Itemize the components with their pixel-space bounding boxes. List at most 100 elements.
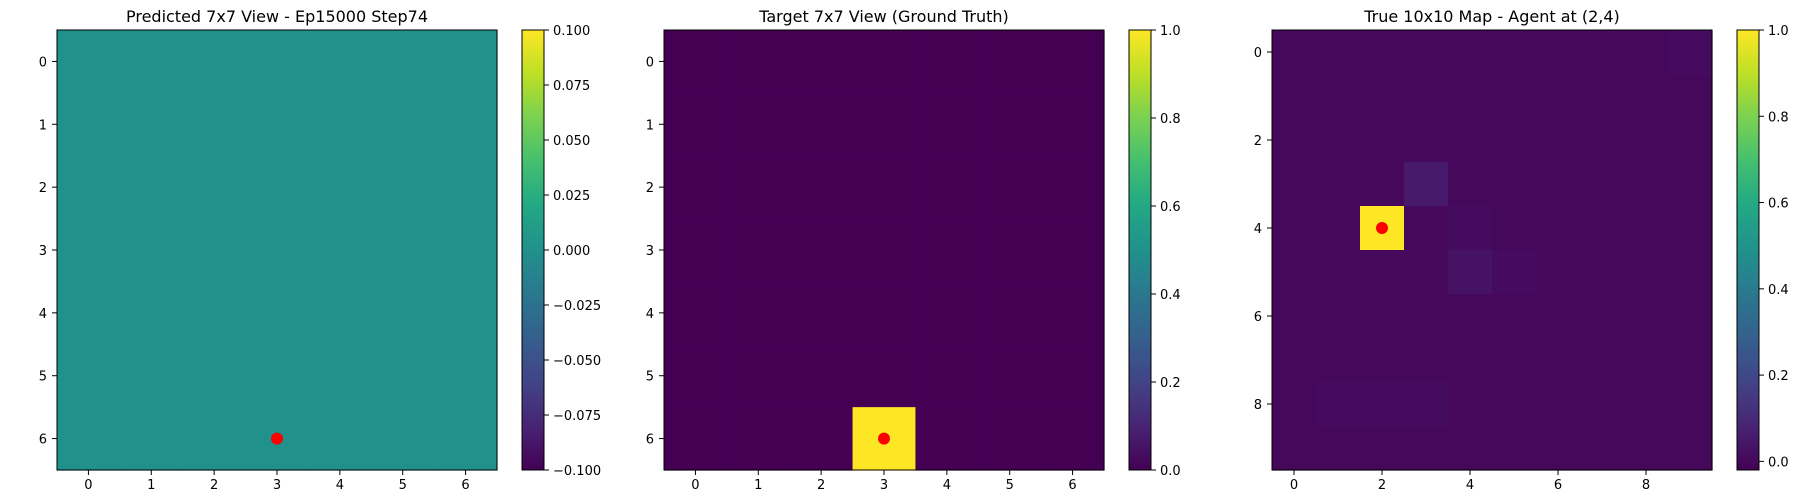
colorbar-gradient (1129, 30, 1151, 470)
heatmap-cell (119, 344, 184, 408)
heatmap-cell (182, 344, 247, 408)
x-tick-label: 0 (691, 478, 699, 493)
colorbar-frame (1128, 29, 1152, 471)
heatmap-cell (1580, 206, 1625, 251)
colorbar-gradient (522, 30, 544, 470)
colorbar-tick-label: 0.075 (553, 79, 590, 94)
heatmap-cell (1360, 118, 1405, 163)
heatmap-cell (1448, 118, 1493, 163)
heatmap-cell (1536, 30, 1581, 75)
y-tick-label: 8 (1254, 398, 1262, 413)
heatmap-cell (1041, 344, 1105, 408)
heatmap-cell (434, 155, 498, 220)
heatmap-cell (1360, 426, 1405, 471)
heatmap-cell (915, 92, 979, 157)
y-tick-label: 0 (646, 55, 654, 70)
heatmap-cell (119, 218, 184, 283)
heatmap-cell (119, 407, 184, 471)
heatmap-cell (1536, 382, 1581, 427)
heatmap-cell (789, 155, 854, 220)
colorbar-tick-label: 0.0 (1160, 464, 1181, 479)
heatmap-cell (1624, 338, 1669, 383)
heatmap-cell (434, 92, 498, 157)
heatmap-cell (1448, 338, 1493, 383)
heatmap-cell (434, 218, 498, 283)
heatmap-cell (1272, 382, 1317, 427)
heatmap-cell (1448, 426, 1493, 471)
heatmap-cell (57, 218, 121, 283)
x-tick-label: 1 (754, 478, 762, 493)
heatmap-cell (1360, 250, 1405, 295)
colorbar-true-map: 1.0 0.8 0.6 0.4 0.2 0.0 (1736, 24, 1789, 471)
colorbar-tick-label: 0.6 (1768, 197, 1789, 212)
colorbar-tick-label: 0.025 (553, 189, 590, 204)
heatmap-cell (1668, 338, 1713, 383)
heatmap-cell (1580, 30, 1625, 75)
heatmap-cell (1668, 162, 1713, 207)
heatmap-true-map: 0 2 4 6 8 0 2 4 6 8 (1254, 29, 1713, 493)
heatmap-cell (1404, 206, 1449, 251)
heatmap-cell (726, 218, 791, 283)
heatmap-cell (308, 218, 372, 283)
heatmap-cell (978, 92, 1042, 157)
y-tick-label: 5 (39, 370, 47, 385)
heatmap-cell (1448, 30, 1493, 75)
heatmap-cell (978, 281, 1042, 345)
heatmap-cell (978, 218, 1042, 283)
heatmap-cell (1272, 118, 1317, 163)
y-tick-label: 6 (39, 433, 47, 448)
heatmap-cell (245, 92, 310, 157)
heatmap-cell (1272, 426, 1317, 471)
heatmap-cell (57, 30, 121, 94)
x-tick-label: 6 (461, 478, 469, 493)
panel-title: True 10x10 Map - Agent at (2,4) (1363, 7, 1620, 26)
heatmap-cell (371, 407, 435, 471)
heatmap-cell (1624, 30, 1669, 75)
colorbar-tick-label: 0.4 (1768, 283, 1789, 298)
y-tick-label: 1 (646, 118, 654, 133)
heatmap-cell (852, 218, 917, 283)
agent-marker (271, 432, 283, 445)
heatmap-cell (1448, 206, 1493, 251)
x-tick-label: 8 (1642, 478, 1650, 493)
x-tick-label: 3 (273, 478, 281, 493)
y-tick-label: 4 (646, 307, 654, 322)
heatmap-cell (57, 281, 121, 345)
heatmap-cell (726, 344, 791, 408)
colorbar-tick-label: 1.0 (1160, 24, 1181, 39)
heatmap-cell (852, 155, 917, 220)
heatmap-cell (1492, 162, 1537, 207)
heatmap-cell (852, 281, 917, 345)
heatmap-cell (1316, 338, 1361, 383)
heatmap-cell (1668, 250, 1713, 295)
colorbar-tick-label: 0.4 (1160, 288, 1181, 303)
heatmap-cell (1360, 30, 1405, 75)
heatmap-cell (1492, 426, 1537, 471)
heatmap-cell (119, 92, 184, 157)
heatmap-cell (1272, 30, 1317, 75)
heatmap-cell (1360, 162, 1405, 207)
heatmap-cell (371, 218, 435, 283)
heatmap-cell (664, 30, 728, 94)
heatmap-cell (245, 281, 310, 345)
y-tick-label: 0 (1254, 46, 1262, 61)
heatmap-cell (1536, 118, 1581, 163)
heatmap-cell (915, 281, 979, 345)
agent-marker (878, 432, 890, 445)
heatmap-cell (1041, 30, 1105, 94)
heatmap-cell (664, 407, 728, 471)
y-tick-label: 4 (39, 307, 47, 322)
colorbar-tick-label: 0.100 (553, 24, 590, 39)
heatmap-cell (1668, 294, 1713, 339)
heatmap-cell (119, 281, 184, 345)
heatmap-cell (1668, 30, 1713, 75)
heatmap-cell (371, 344, 435, 408)
heatmap-cell (1272, 74, 1317, 119)
heatmap-cell (57, 344, 121, 408)
heatmap-cell (789, 92, 854, 157)
heatmap-cell (915, 30, 979, 94)
heatmap-cell (1624, 382, 1669, 427)
heatmap-cell (1360, 382, 1405, 427)
heatmap-target: 0 1 2 3 4 5 6 0 1 2 3 4 5 6 (646, 29, 1105, 493)
heatmap-cell (1492, 30, 1537, 75)
